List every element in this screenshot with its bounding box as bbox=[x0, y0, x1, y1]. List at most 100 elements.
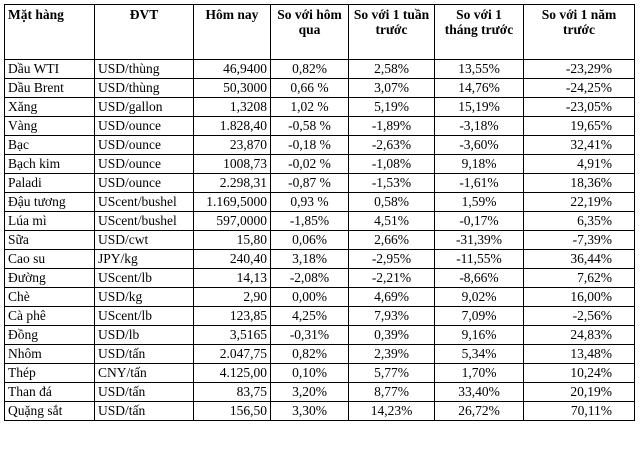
vs-week-cell: -2,63% bbox=[348, 135, 435, 155]
table-row: Đồng USD/lb 3,5165 -0,31% 0,39% 9,16% 24,83% bbox=[4, 325, 635, 345]
commodity-cell: Đồng bbox=[4, 325, 95, 345]
commodity-cell: Dầu Brent bbox=[4, 78, 95, 98]
vs-week-cell: 3,07% bbox=[348, 78, 435, 98]
vs-year-cell: -24,25% bbox=[523, 78, 635, 98]
vs-year-cell: 16,00% bbox=[523, 287, 635, 307]
commodity-cell: Cà phê bbox=[4, 306, 95, 326]
vs-week-cell: 0,58% bbox=[348, 192, 435, 212]
today-cell: 1,3208 bbox=[193, 97, 271, 117]
vs-yesterday-cell: -2,08% bbox=[270, 268, 349, 288]
table-row: Nhôm USD/tấn 2.047,75 0,82% 2,39% 5,34% 13,48% bbox=[4, 344, 635, 364]
vs-year-cell: 7,62% bbox=[523, 268, 635, 288]
vs-month-cell: 26,72% bbox=[434, 401, 524, 421]
vs-year-cell: 20,19% bbox=[523, 382, 635, 402]
vs-yesterday-cell: 3,18% bbox=[270, 249, 349, 269]
vs-month-cell: -3,18% bbox=[434, 116, 524, 136]
vs-yesterday-cell: 4,25% bbox=[270, 306, 349, 326]
vs-month-cell: 33,40% bbox=[434, 382, 524, 402]
table-row: Cao su JPY/kg 240,40 3,18% -2,95% -11,55% 36,4… bbox=[4, 249, 635, 269]
vs-year-cell: 70,11% bbox=[523, 401, 635, 421]
vs-yesterday-cell: -0,87 % bbox=[270, 173, 349, 193]
table-row: Xăng USD/gallon 1,3208 1,02 % 5,19% 15,19% -23… bbox=[4, 97, 635, 117]
vs-month-cell: -11,55% bbox=[434, 249, 524, 269]
table-row: Dầu Brent USD/thùng 50,3000 0,66 % 3,07% 14,7… bbox=[4, 78, 635, 98]
vs-yesterday-cell: 0,66 % bbox=[270, 78, 349, 98]
vs-yesterday-cell: 3,20% bbox=[270, 382, 349, 402]
commodity-cell: Dầu WTI bbox=[4, 59, 95, 79]
unit-cell: UScent/lb bbox=[94, 268, 194, 288]
vs-yesterday-cell: -0,18 % bbox=[270, 135, 349, 155]
table-row: Bạc USD/ounce 23,870 -0,18 % -2,63% -3,60% 32,… bbox=[4, 135, 635, 155]
table-body: Dầu WTI USD/thùng 46,9400 0,82% 2,58% 13,55% -… bbox=[4, 59, 635, 421]
vs-month-cell: 14,76% bbox=[434, 78, 524, 98]
today-cell: 240,40 bbox=[193, 249, 271, 269]
vs-month-cell: -0,17% bbox=[434, 211, 524, 231]
today-cell: 1008,73 bbox=[193, 154, 271, 174]
vs-yesterday-cell: 1,02 % bbox=[270, 97, 349, 117]
commodity-cell: Đường bbox=[4, 268, 95, 288]
vs-yesterday-cell: -0,02 % bbox=[270, 154, 349, 174]
vs-yesterday-cell: 0,10% bbox=[270, 363, 349, 383]
table-row: Than đá USD/tấn 83,75 3,20% 8,77% 33,40% 20,19… bbox=[4, 382, 635, 402]
unit-cell: USD/tấn bbox=[94, 401, 194, 421]
vs-month-cell: 9,02% bbox=[434, 287, 524, 307]
vs-week-cell: 14,23% bbox=[348, 401, 435, 421]
unit-cell: USD/tấn bbox=[94, 344, 194, 364]
today-cell: 123,85 bbox=[193, 306, 271, 326]
vs-yesterday-cell: -0,58 % bbox=[270, 116, 349, 136]
vs-year-cell: 19,65% bbox=[523, 116, 635, 136]
table-row: Bạch kim USD/ounce 1008,73 -0,02 % -1,08% 9,1… bbox=[4, 154, 635, 174]
table-row: Dầu WTI USD/thùng 46,9400 0,82% 2,58% 13,55% -… bbox=[4, 59, 635, 79]
vs-yesterday-cell: 0,06% bbox=[270, 230, 349, 250]
vs-yesterday-cell: -0,31% bbox=[270, 325, 349, 345]
vs-week-cell: 4,51% bbox=[348, 211, 435, 231]
vs-week-cell: -2,21% bbox=[348, 268, 435, 288]
today-cell: 50,3000 bbox=[193, 78, 271, 98]
vs-week-cell: 4,69% bbox=[348, 287, 435, 307]
vs-year-cell: 22,19% bbox=[523, 192, 635, 212]
header-vs-year: So với 1 năm trước bbox=[523, 4, 635, 60]
today-cell: 597,0000 bbox=[193, 211, 271, 231]
vs-year-cell: -23,05% bbox=[523, 97, 635, 117]
table-row: Chè USD/kg 2,90 0,00% 4,69% 9,02% 16,00% bbox=[4, 287, 635, 307]
unit-cell: USD/lb bbox=[94, 325, 194, 345]
table-row: Vàng USD/ounce 1.828,40 -0,58 % -1,89% -3,18%… bbox=[4, 116, 635, 136]
table-row: Thép CNY/tấn 4.125,00 0,10% 5,77% 1,70% 10,24% bbox=[4, 363, 635, 383]
header-row: Mặt hàng ĐVT Hôm nay So với hôm qua So v… bbox=[4, 4, 635, 60]
commodity-cell: Cao su bbox=[4, 249, 95, 269]
today-cell: 2.298,31 bbox=[193, 173, 271, 193]
commodity-cell: Vàng bbox=[4, 116, 95, 136]
table-row: Sữa USD/cwt 15,80 0,06% 2,66% -31,39% -7,39% bbox=[4, 230, 635, 250]
unit-cell: USD/thùng bbox=[94, 59, 194, 79]
header-unit: ĐVT bbox=[94, 4, 194, 60]
vs-yesterday-cell: 0,82% bbox=[270, 344, 349, 364]
vs-month-cell: -3,60% bbox=[434, 135, 524, 155]
vs-yesterday-cell: 3,30% bbox=[270, 401, 349, 421]
vs-week-cell: 5,19% bbox=[348, 97, 435, 117]
unit-cell: USD/kg bbox=[94, 287, 194, 307]
vs-week-cell: 5,77% bbox=[348, 363, 435, 383]
vs-month-cell: -1,61% bbox=[434, 173, 524, 193]
vs-yesterday-cell: 0,00% bbox=[270, 287, 349, 307]
vs-week-cell: 2,58% bbox=[348, 59, 435, 79]
vs-year-cell: 10,24% bbox=[523, 363, 635, 383]
vs-year-cell: 24,83% bbox=[523, 325, 635, 345]
vs-yesterday-cell: 0,82% bbox=[270, 59, 349, 79]
today-cell: 3,5165 bbox=[193, 325, 271, 345]
commodity-cell: Đậu tương bbox=[4, 192, 95, 212]
commodity-cell: Thép bbox=[4, 363, 95, 383]
vs-month-cell: 15,19% bbox=[434, 97, 524, 117]
commodity-cell: Chè bbox=[4, 287, 95, 307]
table-row: Cà phê UScent/lb 123,85 4,25% 7,93% 7,09% -2,5… bbox=[4, 306, 635, 326]
today-cell: 83,75 bbox=[193, 382, 271, 402]
vs-yesterday-cell: -1,85% bbox=[270, 211, 349, 231]
unit-cell: CNY/tấn bbox=[94, 363, 194, 383]
unit-cell: JPY/kg bbox=[94, 249, 194, 269]
vs-week-cell: 2,39% bbox=[348, 344, 435, 364]
vs-week-cell: 8,77% bbox=[348, 382, 435, 402]
unit-cell: USD/ounce bbox=[94, 173, 194, 193]
today-cell: 46,9400 bbox=[193, 59, 271, 79]
vs-week-cell: -2,95% bbox=[348, 249, 435, 269]
unit-cell: USD/cwt bbox=[94, 230, 194, 250]
unit-cell: USD/ounce bbox=[94, 135, 194, 155]
